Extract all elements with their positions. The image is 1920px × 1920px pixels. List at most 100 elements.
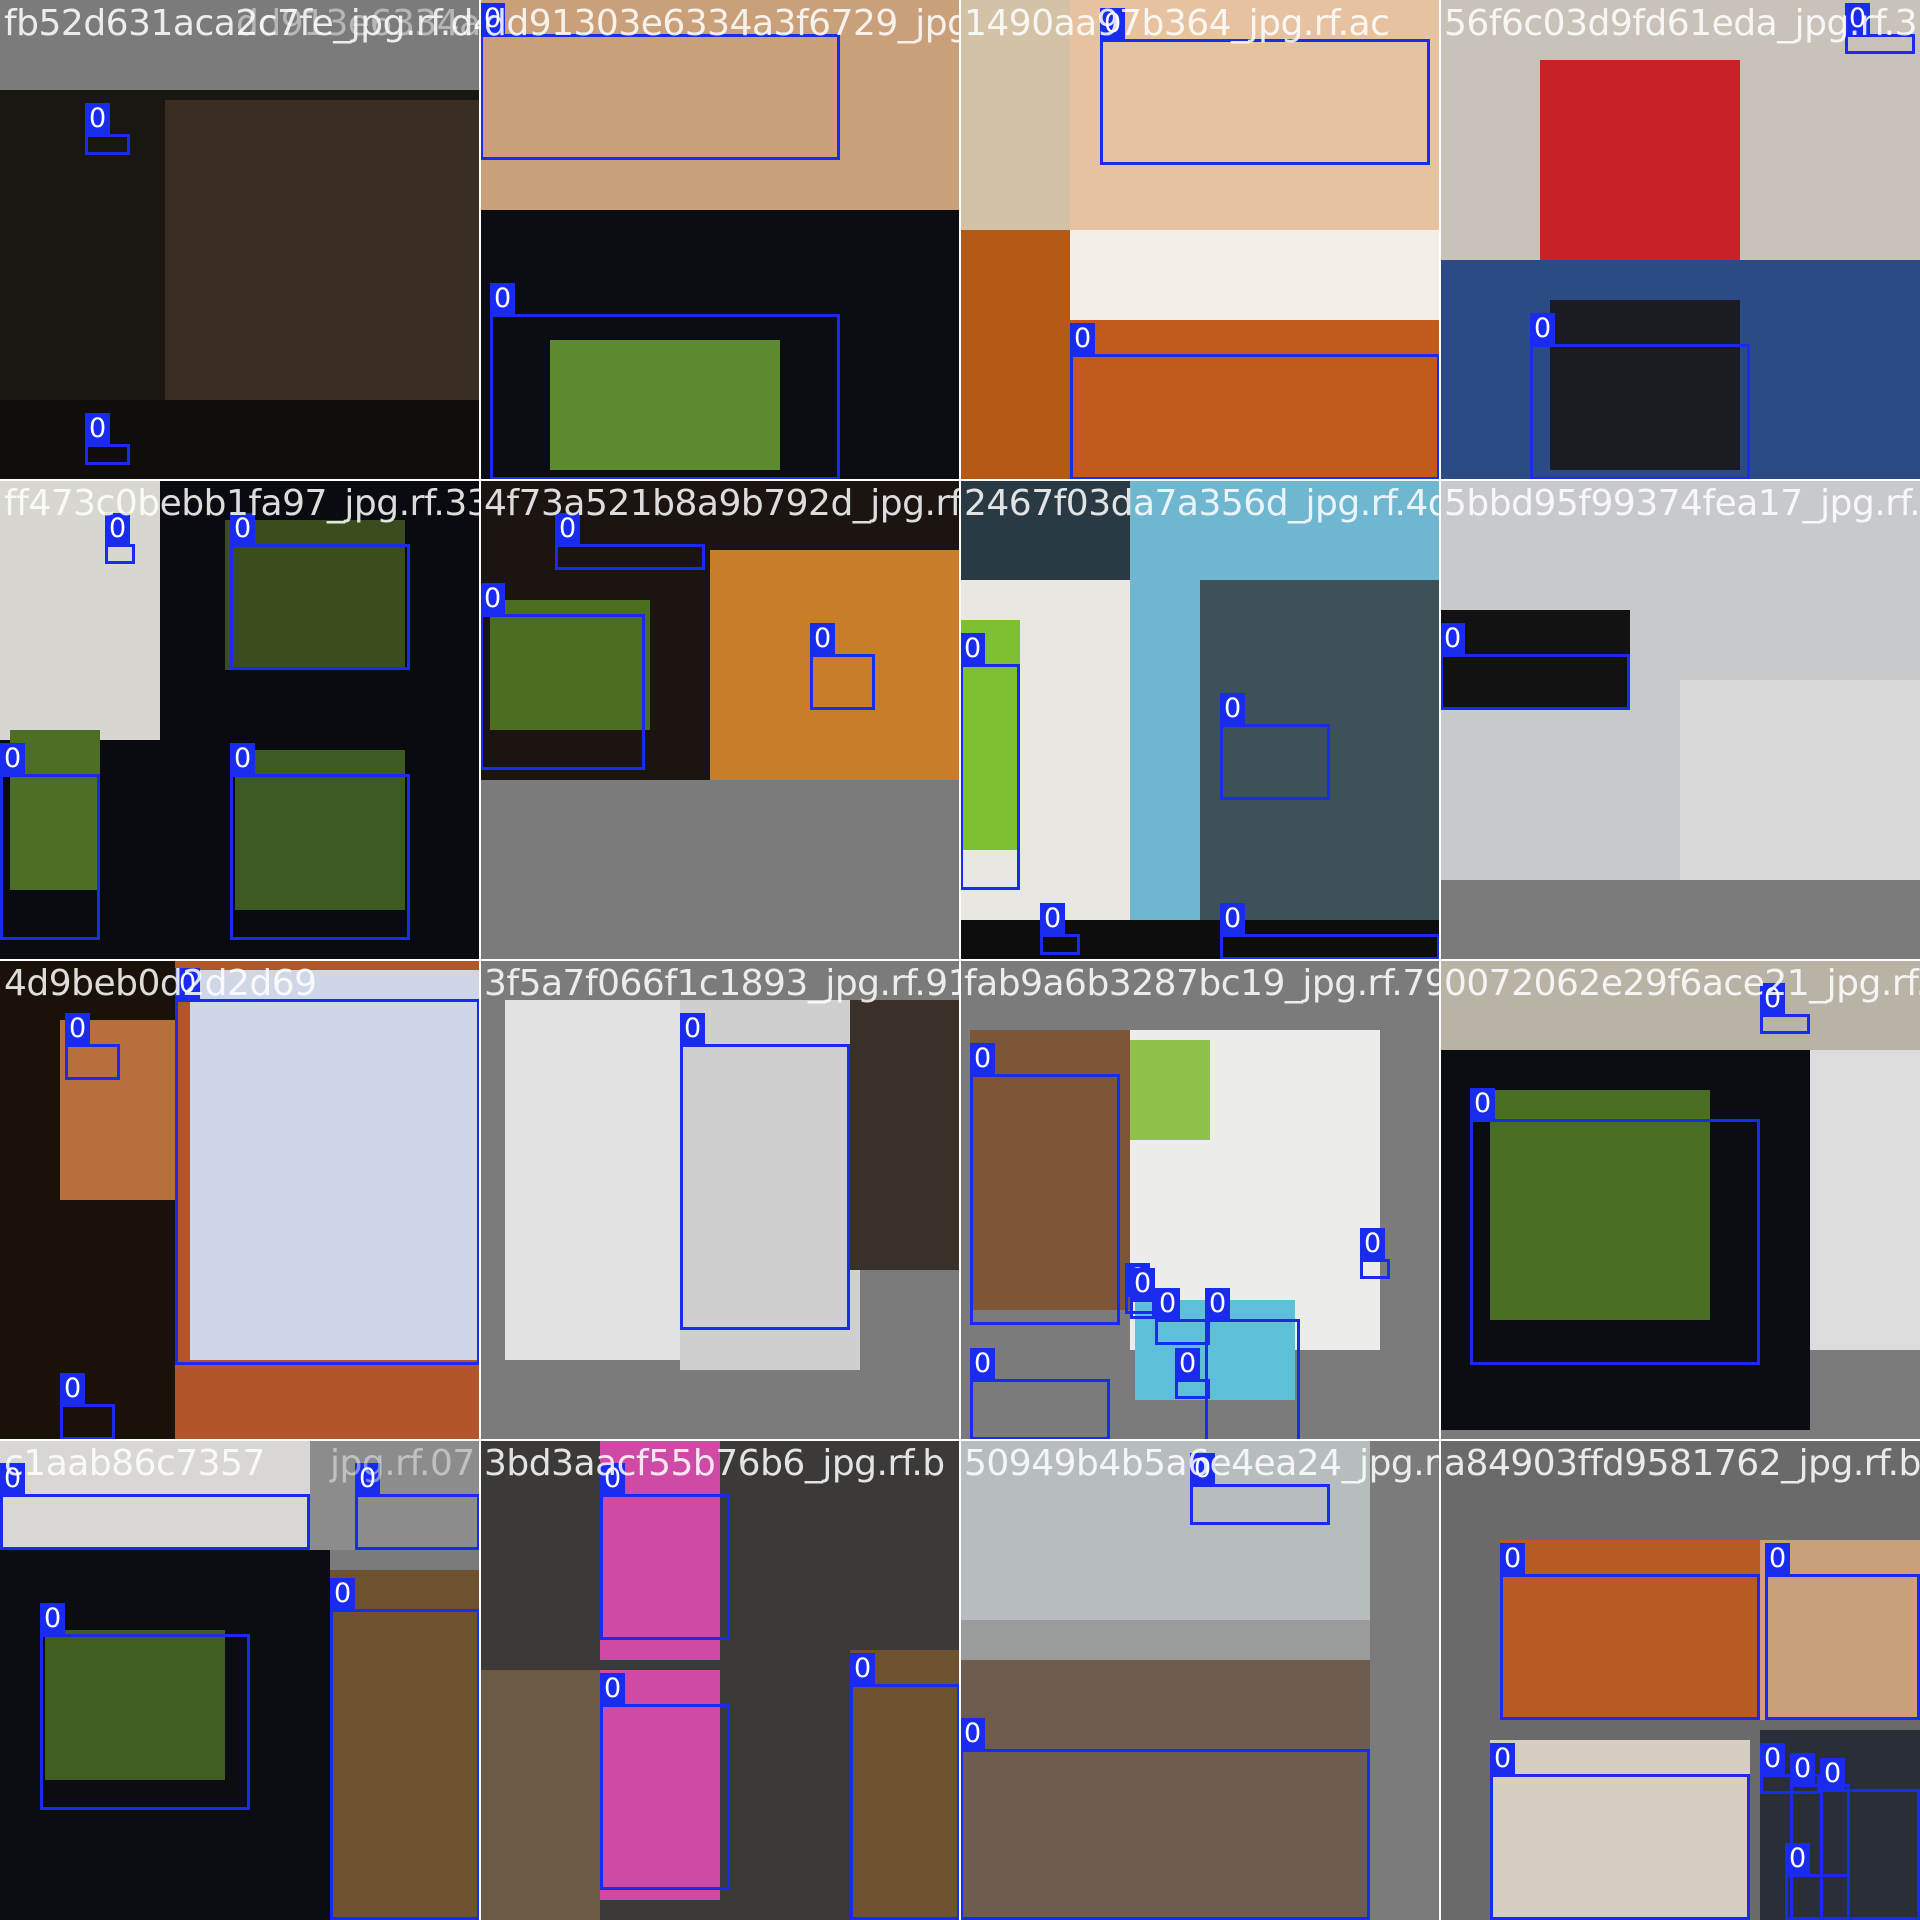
mosaic-tile: 0 0 0 0 c1aab86c7357 jpg.rf.07	[0, 1440, 480, 1920]
tile-filename: fb52d631aca2c7fe_jpg.rf.d4	[4, 3, 480, 44]
photo-region	[1810, 1050, 1920, 1350]
box-class-label: 0	[1100, 8, 1126, 40]
photo-region	[480, 780, 960, 960]
tile-filename: 4d9beb0d2d2d69	[4, 963, 317, 1004]
box-class-label: 0	[600, 1463, 626, 1495]
bounding-box: 0	[970, 1043, 1120, 1325]
box-class-label: 0	[960, 1718, 986, 1750]
box-class-label: 0	[1820, 1758, 1846, 1790]
box-class-label: 0	[1360, 1228, 1386, 1260]
photo-region	[1440, 610, 1630, 710]
box-class-label: 0	[230, 513, 256, 545]
box-class-label: 0	[330, 1578, 356, 1610]
box-class-label: 0	[555, 513, 581, 545]
box-class-label: 0	[0, 1463, 26, 1495]
box-class-label: 0	[680, 1013, 706, 1045]
box-class-label: 0	[1760, 983, 1786, 1015]
bounding-box: 0	[330, 1578, 480, 1920]
photo-region	[480, 1670, 600, 1920]
mosaic-tile: 0 0 0 4f73a521b8a9b792d_jpg.rf.ca	[480, 480, 960, 960]
bounding-box: 0	[0, 743, 100, 940]
box-class-label: 0	[65, 1013, 91, 1045]
bounding-box: 0	[850, 1653, 960, 1920]
mosaic-tile: 0 0 fb52d631aca2c7fe_jpg.rf.d4dd913e6334a3…	[0, 0, 480, 480]
box-class-label: 0	[1205, 1288, 1231, 1320]
box-class-label: 0	[355, 1463, 381, 1495]
tile-filename: 2467f03da7a356d_jpg.rf.4d	[964, 483, 1440, 524]
bounding-box: 0	[490, 283, 840, 480]
photo-region	[490, 600, 650, 730]
bounding-box: 0	[1785, 1843, 1850, 1920]
box-class-label: 0	[85, 103, 111, 135]
mosaic-tile: 0 0 0 0 ff473c0bebb1fa97_jpg.rf.335	[0, 480, 480, 960]
tile-filename: a84903ffd9581762_jpg.rf.b1	[1444, 1443, 1920, 1484]
bounding-box: 0	[40, 1603, 250, 1810]
bounding-box: 0	[600, 1673, 730, 1890]
box-class-label: 0	[480, 3, 506, 35]
box-class-label: 0	[1440, 623, 1466, 655]
tile-filename: c1aab86c7357	[4, 1443, 265, 1484]
box-class-label: 0	[40, 1603, 66, 1635]
photo-region	[0, 480, 160, 740]
mosaic-tile: 0 0 1490aa97b364_jpg.rf.ac	[960, 0, 1440, 480]
box-class-label: 0	[1470, 1088, 1496, 1120]
photo-region	[1070, 230, 1440, 320]
photo-region	[680, 1000, 860, 1370]
bounding-box: 0	[1205, 1288, 1300, 1440]
photo-region	[1070, 320, 1440, 480]
photo-region	[1440, 960, 1920, 1060]
bounding-box: 0	[810, 623, 875, 710]
mosaic-tile: 0 0 0 0 0 0 0 a84903ffd9581762_jpg.rf.b1	[1440, 1440, 1920, 1920]
box-class-label: 0	[850, 1653, 876, 1685]
bounding-box: 0	[105, 513, 135, 564]
tile-separator	[0, 1439, 1920, 1441]
bounding-box: 0	[1070, 323, 1440, 480]
photo-region	[0, 400, 480, 480]
tile-filename: 56f6c03d9fd61eda_jpg.rf.3	[1444, 3, 1918, 44]
box-class-label: 0	[60, 1373, 86, 1405]
bounding-box: 0	[85, 103, 130, 155]
bounding-box: 0	[1220, 903, 1440, 960]
box-class-label: 0	[1500, 1543, 1526, 1575]
tile-filename: 5bbd95f99374fea17_jpg.rf.a	[1444, 483, 1920, 524]
tile-filename: ff473c0bebb1fa97_jpg.rf.335	[4, 483, 480, 524]
box-class-label: 0	[1765, 1543, 1791, 1575]
photo-region	[505, 1000, 695, 1360]
tile-filename: 3f5a7f066f1c1893_jpg.rf.91	[484, 963, 960, 1004]
photo-region	[960, 0, 1070, 230]
tile-filename: 50949b4b5a6e4ea24_jpg.rf.6c	[964, 1443, 1440, 1484]
tile-filename-overlap: dd913e6334a3f6729_jpg.rf.4	[236, 3, 480, 44]
bounding-box: 0	[1470, 1088, 1760, 1365]
box-class-label: 0	[1760, 1743, 1786, 1775]
bounding-box: 0	[1155, 1288, 1210, 1345]
bounding-box: 0	[960, 633, 1020, 890]
bounding-box: 0	[1500, 1543, 1760, 1720]
photo-region	[960, 1660, 1370, 1920]
bounding-box: 0	[85, 413, 130, 465]
bounding-box: 0	[960, 1718, 1370, 1920]
box-class-label: 0	[1490, 1743, 1516, 1775]
photo-region	[1070, 0, 1440, 230]
box-class-label: 0	[1155, 1288, 1181, 1320]
box-class-label: 0	[1220, 903, 1246, 935]
photo-region	[550, 340, 780, 470]
mosaic-tile: 0 3f5a7f066f1c1893_jpg.rf.91	[480, 960, 960, 1440]
bounding-box: 0	[60, 1373, 115, 1440]
box-class-label: 0	[1190, 1453, 1216, 1485]
bounding-box: 0	[1190, 1453, 1330, 1525]
tile-filename: dd91303e6334a3f6729_jpg.rf.4	[484, 3, 960, 44]
photo-region	[960, 1620, 1370, 1660]
box-class-label: 0	[1130, 1268, 1156, 1300]
photo-region	[165, 100, 480, 400]
bounding-box: 0	[1220, 693, 1330, 800]
mosaic-tile: 00000000fab9a6b3287bc19_jpg.rf.79	[960, 960, 1440, 1440]
bounding-box: 0	[1820, 1758, 1920, 1920]
bounding-box: 0	[230, 513, 410, 670]
photo-region	[1130, 1040, 1210, 1140]
bounding-box: 0	[1040, 903, 1080, 955]
bounding-box: 0	[600, 1463, 730, 1640]
photo-region	[960, 230, 1070, 480]
bounding-box: 0	[65, 1013, 120, 1080]
